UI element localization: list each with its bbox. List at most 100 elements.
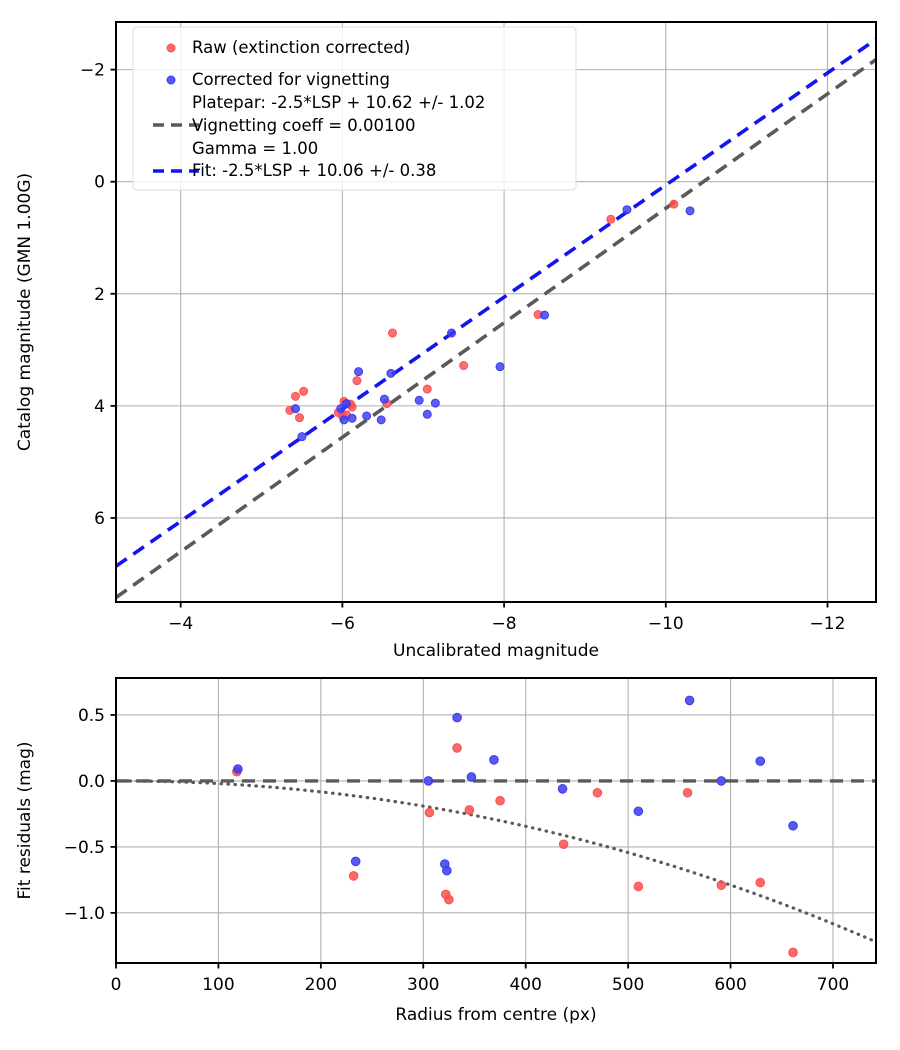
bottom-reference-lines (116, 779, 876, 943)
legend-label: Gamma = 1.00 (192, 139, 318, 158)
data-point (299, 386, 309, 396)
data-point (592, 787, 603, 798)
x-tick-label: −8 (492, 614, 517, 634)
data-point (424, 807, 435, 818)
data-point (350, 856, 361, 867)
legend[interactable]: Raw (extinction corrected) Corrected for … (132, 26, 577, 191)
x-tick-label: 200 (305, 975, 337, 995)
data-point (684, 695, 695, 706)
data-point (386, 368, 396, 378)
top-x-axis-label: Uncalibrated magnitude (393, 641, 599, 661)
data-point (452, 712, 462, 723)
x-tick-label: 500 (612, 975, 644, 995)
data-point (430, 398, 440, 408)
y-tick-label: 0.5 (78, 706, 105, 726)
y-tick-label: −2 (80, 61, 105, 81)
data-point (347, 413, 357, 423)
x-tick-label: −6 (330, 614, 355, 634)
data-point (716, 776, 727, 786)
data-point (495, 362, 505, 372)
bottom-axes-frame (115, 677, 877, 964)
data-point (633, 806, 644, 817)
x-tick-label: −12 (810, 614, 846, 634)
bottom-x-axis-label: Radius from centre (px) (395, 1005, 596, 1025)
vignetting-curve (116, 779, 876, 943)
platepar-line (116, 58, 876, 599)
fit-residuals-plot: 0 100 200 300 400 500 600 700 0.5 0.0 −0.5 −1.0 Radi… (15, 677, 877, 1025)
series-corrected (290, 205, 695, 442)
data-point (755, 877, 766, 888)
data-point (558, 839, 569, 850)
data-point (716, 880, 727, 890)
data-point (682, 787, 693, 798)
data-point (622, 205, 632, 215)
top-tick-marks: −4 −6 −8 −10 −12 −2 0 2 4 6 (80, 61, 845, 634)
data-point (464, 805, 475, 815)
top-fit-lines (116, 37, 876, 599)
data-point (489, 755, 499, 765)
data-point (414, 395, 424, 405)
data-point (341, 399, 351, 409)
data-point (788, 820, 798, 831)
legend-entry[interactable]: Corrected for vignetting (166, 70, 390, 89)
y-tick-label: 4 (94, 397, 105, 417)
legend-label: Fit: -2.5*LSP + 10.06 +/- 0.38 (192, 161, 436, 180)
data-point (444, 894, 454, 905)
top-y-axis-label: Catalog magnitude (GMN 1.00G) (15, 173, 35, 451)
data-point (466, 772, 477, 782)
data-point (376, 415, 386, 425)
data-point (422, 384, 432, 394)
bottom-scatter-points (232, 695, 798, 958)
data-point (379, 394, 389, 404)
data-point (362, 411, 372, 421)
bottom-y-axis-label: Fit residuals (mag) (15, 742, 35, 900)
y-tick-label: −1.0 (64, 904, 105, 924)
legend-label: Vignetting coeff = 0.00100 (192, 116, 416, 135)
x-tick-label: −4 (168, 614, 193, 634)
y-tick-label: 6 (94, 509, 105, 529)
data-point (788, 947, 798, 958)
top-scatter-points (285, 199, 695, 442)
data-point (348, 871, 359, 881)
data-point (459, 361, 469, 371)
y-tick-label: 0 (94, 173, 105, 193)
data-point (354, 367, 364, 377)
data-point (606, 214, 616, 224)
data-point (442, 865, 452, 876)
x-tick-label: −10 (648, 614, 684, 634)
data-point (669, 199, 679, 209)
y-tick-label: 2 (94, 285, 105, 305)
legend-label: Platepar: -2.5*LSP + 10.62 +/- 1.02 (192, 93, 485, 112)
data-point (540, 310, 550, 320)
x-tick-label: 400 (509, 975, 541, 995)
x-tick-label: 0 (111, 975, 122, 995)
series-corrected (233, 695, 798, 876)
bottom-tick-marks: 0 100 200 300 400 500 600 700 0.5 0.0 −0.5 −1.0 (64, 706, 849, 995)
legend-box (132, 26, 577, 191)
data-point (290, 404, 300, 414)
data-point (633, 881, 644, 892)
data-point (447, 328, 457, 338)
data-point (290, 391, 300, 401)
data-point (557, 784, 568, 794)
legend-marker-dot (166, 75, 176, 85)
x-tick-label: 700 (817, 975, 849, 995)
x-tick-label: 600 (714, 975, 746, 995)
data-point (422, 409, 432, 419)
data-point (297, 432, 307, 442)
legend-entry[interactable]: Raw (extinction corrected) (166, 38, 410, 57)
series-raw (232, 743, 798, 958)
legend-marker-dot (166, 43, 176, 53)
x-tick-label: 300 (407, 975, 439, 995)
legend-label: Raw (extinction corrected) (192, 38, 410, 57)
top-axes-frame (115, 21, 877, 603)
legend-entry[interactable]: Fit: -2.5*LSP + 10.06 +/- 0.38 (153, 161, 436, 180)
fit-line (116, 37, 876, 568)
data-point (755, 756, 766, 766)
data-point (388, 328, 398, 338)
legend-entry[interactable]: Platepar: -2.5*LSP + 10.62 +/- 1.02 Vigne… (153, 93, 485, 158)
data-point (233, 764, 243, 774)
data-point (295, 413, 305, 423)
data-point (423, 776, 434, 786)
